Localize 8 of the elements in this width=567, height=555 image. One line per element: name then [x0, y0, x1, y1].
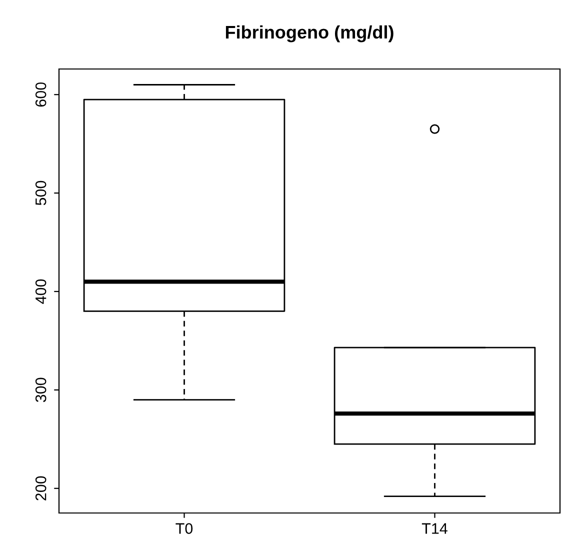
y-tick-label: 200: [35, 476, 46, 500]
y-tick-label: 300: [35, 378, 46, 402]
y-tick-label: 500: [35, 180, 46, 206]
y-tick-label: 400: [35, 279, 46, 304]
x-tick-label: T0: [176, 523, 193, 534]
y-tick-label: 600: [35, 82, 46, 107]
chart-title: Fibrinogeno (mg/dl): [226, 25, 394, 42]
x-tick-label: T14: [422, 523, 448, 534]
